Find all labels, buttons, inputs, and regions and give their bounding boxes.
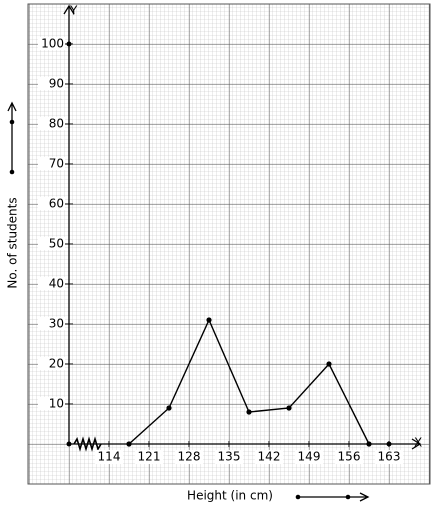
point	[286, 405, 292, 411]
x-axis-label: Height (in cm)	[187, 489, 273, 503]
y-arrow	[63, 4, 75, 15]
decor-arrow-horizontal	[295, 492, 370, 502]
tick-label-bg	[95, 450, 123, 464]
point	[166, 405, 172, 411]
point	[206, 317, 212, 323]
point	[326, 361, 332, 367]
y-tick-label: 20	[49, 357, 64, 371]
y-tick-label: 100	[41, 37, 64, 51]
tick-label-bg	[375, 450, 403, 464]
major-grid	[28, 4, 430, 484]
tick-label-bg	[295, 450, 323, 464]
x-tick-label: 163	[378, 450, 401, 464]
point	[126, 441, 132, 447]
paper-border	[27, 3, 431, 485]
axis-break	[73, 436, 102, 452]
tick-label-bg	[38, 397, 65, 410]
x-tick-label: 114	[98, 450, 121, 464]
point	[246, 409, 252, 415]
origin-dot	[66, 441, 72, 447]
y-tick-label: 90	[49, 77, 64, 91]
tick-label-bg	[175, 450, 203, 464]
tick-label-bg	[38, 237, 65, 250]
tick-label-bg	[38, 37, 65, 50]
tick-label-bg	[38, 157, 65, 170]
y-tick-label: 30	[49, 317, 64, 331]
point	[366, 441, 372, 447]
y-tick-label: 10	[49, 397, 64, 411]
x-tick-label: 121	[138, 450, 161, 464]
y-tick-label: 50	[49, 237, 64, 251]
x-tick-label: 149	[298, 450, 321, 464]
y-tick-label: 80	[49, 117, 64, 131]
tick-label-bg	[255, 450, 283, 464]
tick-label-bg	[38, 197, 65, 210]
y-tick-label: 40	[49, 277, 64, 291]
x-tick-label: 142	[258, 450, 281, 464]
y-tick-label: 60	[49, 197, 64, 211]
x-tick-label: 135	[218, 450, 241, 464]
tick-label-bg	[38, 317, 65, 330]
tick-label-bg	[38, 77, 65, 90]
tick-label-bg	[335, 450, 363, 464]
x-arrow	[411, 438, 422, 450]
tick-label-bg	[38, 357, 65, 370]
tick-label-bg	[135, 450, 163, 464]
graph-paper	[27, 3, 431, 485]
y-tick-label: 70	[49, 157, 64, 171]
decor-arrow-vertical	[7, 101, 17, 175]
x-axis-name: X	[414, 436, 422, 450]
y-axis-name: Y	[69, 4, 78, 18]
x-tick-label: 128	[178, 450, 201, 464]
y-axis-label: No. of students	[6, 197, 20, 288]
tick-label-bg	[38, 117, 65, 130]
tick-label-bg	[215, 450, 243, 464]
tick-label-bg	[38, 277, 65, 290]
x-tick-label: 156	[338, 450, 361, 464]
